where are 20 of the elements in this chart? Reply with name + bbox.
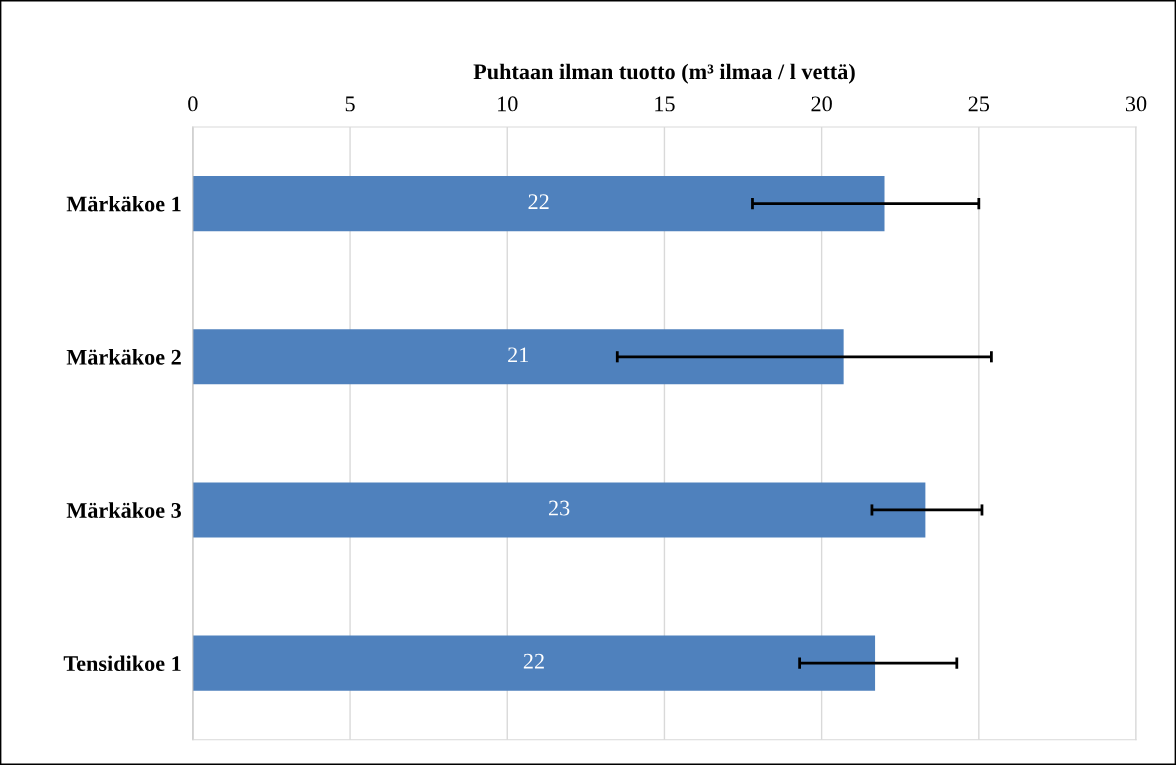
data-label: 23	[548, 500, 570, 516]
bar	[192, 482, 926, 538]
x-axis-title: Puhtaan ilman tuotto (m³ ilmaa / l vettä)	[473, 63, 855, 84]
x-tick-label: 0	[188, 96, 198, 112]
bar	[192, 329, 844, 385]
y-tick-label: Märkäkoe 2	[66, 349, 181, 365]
data-label: 21	[508, 347, 529, 363]
x-tick-label: 10	[498, 96, 518, 112]
bar	[192, 176, 885, 232]
y-tick-label: Märkäkoe 3	[66, 502, 181, 518]
data-label: 22	[528, 194, 549, 209]
x-tick-label: 5	[345, 96, 355, 112]
x-tick-label: 15	[655, 96, 675, 112]
y-tick-label: Tensidikoe 1	[63, 655, 181, 672]
bar	[192, 635, 876, 691]
x-tick-label: 30	[1125, 96, 1147, 112]
y-tick-label: Märkäkoe 1	[66, 195, 181, 212]
data-label: 22	[523, 653, 544, 669]
x-tick-label: 20	[811, 96, 832, 112]
x-tick-label: 25	[968, 96, 990, 112]
